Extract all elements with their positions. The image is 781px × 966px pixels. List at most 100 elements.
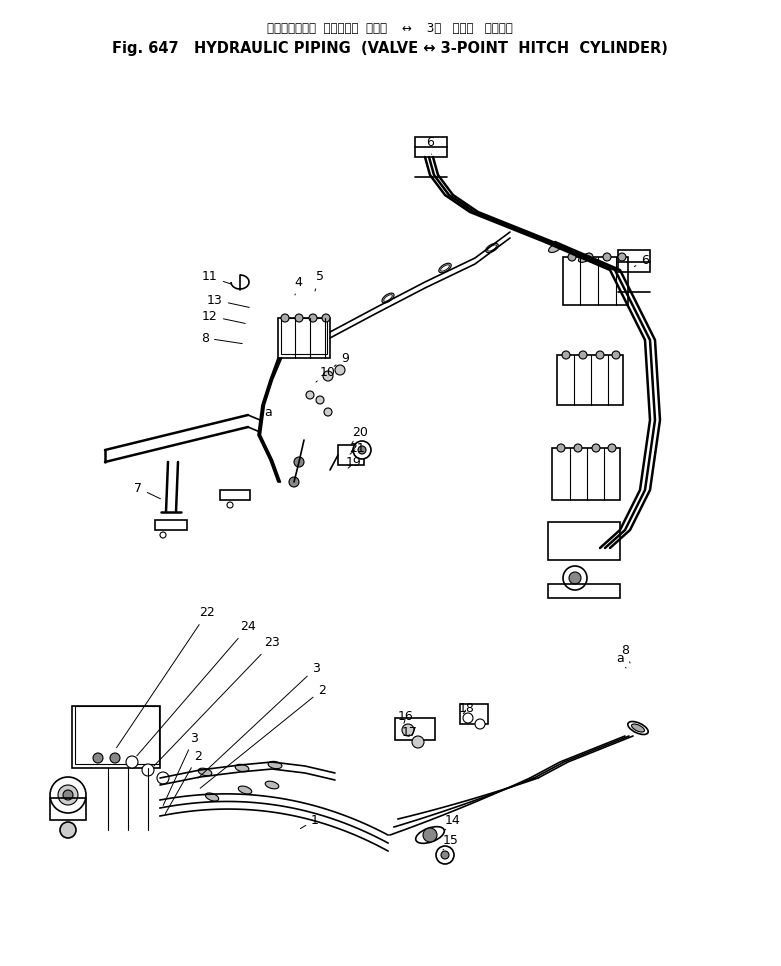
Text: 11: 11: [202, 270, 231, 284]
Circle shape: [63, 790, 73, 800]
Bar: [50, 798, 86, 820]
Circle shape: [281, 314, 289, 322]
Bar: [278, 318, 330, 358]
Circle shape: [475, 719, 485, 729]
Ellipse shape: [632, 724, 644, 732]
Text: 8: 8: [621, 643, 630, 663]
Text: 9: 9: [334, 352, 349, 366]
Text: 2: 2: [166, 750, 202, 813]
Text: 19: 19: [346, 457, 362, 469]
Circle shape: [335, 365, 345, 375]
Text: 7: 7: [134, 481, 160, 498]
Text: ハイドロリック  パイピング  バルブ    ↔    3点   ヒッチ   シリンダ: ハイドロリック パイピング バルブ ↔ 3点 ヒッチ シリンダ: [267, 21, 513, 35]
Text: 17: 17: [402, 725, 418, 738]
Text: 23: 23: [154, 637, 280, 766]
Bar: [548, 584, 620, 598]
Circle shape: [227, 502, 233, 508]
Bar: [563, 257, 628, 305]
Ellipse shape: [579, 254, 591, 263]
Circle shape: [142, 764, 154, 776]
Bar: [460, 704, 488, 724]
Ellipse shape: [266, 781, 279, 789]
Bar: [338, 445, 364, 465]
Circle shape: [562, 351, 570, 359]
Circle shape: [441, 851, 449, 859]
Circle shape: [612, 351, 620, 359]
Circle shape: [323, 371, 333, 381]
Text: 21: 21: [349, 441, 365, 454]
Bar: [220, 490, 250, 500]
Text: 18: 18: [459, 701, 475, 715]
Circle shape: [157, 772, 169, 784]
Text: a: a: [260, 406, 272, 422]
Ellipse shape: [238, 786, 251, 794]
Circle shape: [295, 314, 303, 322]
Circle shape: [316, 396, 324, 404]
Text: 13: 13: [207, 294, 249, 307]
Bar: [552, 448, 620, 500]
Bar: [155, 520, 187, 530]
Bar: [415, 137, 447, 157]
Text: 14: 14: [445, 813, 461, 830]
Circle shape: [423, 828, 437, 842]
Circle shape: [574, 444, 582, 452]
Ellipse shape: [415, 827, 444, 843]
Circle shape: [463, 713, 473, 723]
Circle shape: [412, 736, 424, 748]
Ellipse shape: [205, 793, 219, 801]
Text: 3: 3: [163, 731, 198, 806]
Text: 24: 24: [137, 620, 256, 755]
Circle shape: [436, 846, 454, 864]
Text: 12: 12: [202, 309, 245, 324]
Ellipse shape: [440, 265, 449, 271]
Text: 1: 1: [301, 813, 319, 829]
Circle shape: [568, 253, 576, 261]
Circle shape: [294, 457, 304, 467]
Text: 4: 4: [294, 275, 302, 295]
Ellipse shape: [628, 722, 648, 734]
Circle shape: [608, 444, 616, 452]
Text: 6: 6: [634, 253, 649, 267]
Circle shape: [306, 391, 314, 399]
Circle shape: [358, 446, 366, 454]
Text: 8: 8: [201, 331, 242, 345]
Circle shape: [592, 444, 600, 452]
Circle shape: [322, 314, 330, 322]
Circle shape: [110, 753, 120, 763]
Circle shape: [93, 753, 103, 763]
Bar: [72, 706, 160, 768]
Ellipse shape: [198, 768, 212, 776]
Text: 5: 5: [315, 270, 324, 291]
Circle shape: [603, 253, 611, 261]
Circle shape: [289, 477, 299, 487]
Ellipse shape: [235, 764, 249, 772]
Text: Fig. 647   HYDRAULIC PIPING  (VALVE ↔ 3-POINT  HITCH  CYLINDER): Fig. 647 HYDRAULIC PIPING (VALVE ↔ 3-POI…: [112, 41, 668, 55]
Ellipse shape: [383, 295, 392, 301]
Circle shape: [58, 785, 78, 805]
Circle shape: [579, 351, 587, 359]
Bar: [557, 355, 623, 405]
Circle shape: [309, 314, 317, 322]
Text: 22: 22: [116, 607, 215, 748]
Circle shape: [585, 253, 593, 261]
Bar: [548, 522, 620, 560]
Circle shape: [557, 444, 565, 452]
Circle shape: [569, 572, 581, 584]
Ellipse shape: [486, 243, 498, 253]
Text: 20: 20: [352, 425, 368, 443]
Text: 6: 6: [426, 135, 434, 155]
Circle shape: [60, 822, 76, 838]
Circle shape: [563, 566, 587, 590]
Circle shape: [596, 351, 604, 359]
Ellipse shape: [382, 293, 394, 303]
Ellipse shape: [439, 264, 451, 272]
Text: 10: 10: [316, 365, 336, 382]
Ellipse shape: [548, 243, 562, 252]
Circle shape: [324, 408, 332, 416]
Text: 3: 3: [198, 662, 320, 778]
Ellipse shape: [487, 245, 497, 251]
Circle shape: [402, 724, 414, 736]
Circle shape: [50, 777, 86, 813]
Bar: [281, 318, 327, 354]
Bar: [395, 718, 435, 740]
